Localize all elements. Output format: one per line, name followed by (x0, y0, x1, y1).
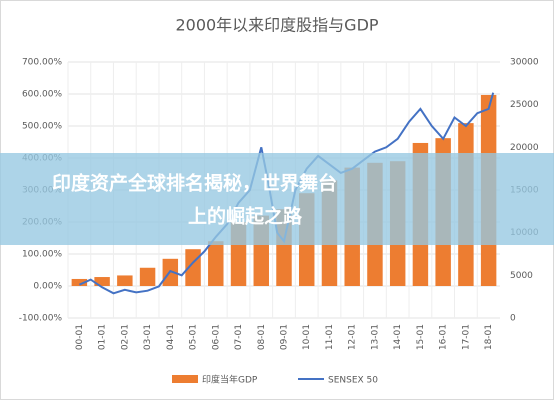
legend-swatch (172, 375, 198, 383)
x-tick-label: 10-01 (302, 324, 312, 350)
x-tick-label: 07-01 (234, 324, 244, 350)
legend-label: SENSEX 50 (328, 376, 378, 386)
y2-tick-label: 25000 (510, 100, 539, 110)
bar (94, 277, 110, 286)
bar (208, 241, 224, 286)
x-tick-label: 05-01 (189, 324, 199, 350)
chart-title: 2000年以来印度股指与GDP (175, 16, 378, 35)
x-tick-label: 00-01 (75, 324, 85, 350)
x-tick-label: 12-01 (348, 324, 358, 350)
x-tick-label: 01-01 (98, 324, 108, 350)
x-tick-label: 09-01 (280, 324, 290, 350)
x-tick-label: 15-01 (416, 324, 426, 350)
x-tick-label: 02-01 (120, 324, 130, 350)
x-tick-label: 08-01 (257, 324, 267, 350)
x-tick-label: 13-01 (370, 324, 380, 350)
y-tick-label: 500.00% (22, 122, 62, 132)
bar (139, 267, 156, 286)
x-tick-label: 16-01 (439, 324, 449, 350)
x-tick-label: 17-01 (461, 324, 471, 350)
bar (117, 275, 133, 286)
y2-tick-label: 5000 (510, 271, 533, 281)
y2-tick-label: 30000 (510, 58, 539, 68)
bar (71, 278, 88, 286)
banner-text: 上的崛起之路 (188, 205, 303, 228)
y-tick-label: 600.00% (22, 90, 62, 100)
x-tick-label: 06-01 (211, 324, 221, 350)
y2-tick-label: 0 (510, 314, 516, 324)
x-tick-label: 18-01 (484, 324, 494, 350)
x-tick-label: 04-01 (166, 324, 176, 350)
x-tick-label: 14-01 (393, 324, 403, 350)
y-tick-label: 100.00% (22, 250, 62, 260)
banner (0, 153, 554, 245)
y2-tick-label: 20000 (510, 143, 539, 153)
banner-text: 印度资产全球排名揭秘，世界舞台 (52, 172, 337, 195)
x-tick-label: 03-01 (143, 324, 153, 350)
x-tick-label: 11-01 (325, 324, 335, 350)
y-tick-label: 700.00% (22, 58, 62, 68)
legend-label: 印度当年GDP (202, 374, 258, 386)
y-tick-label: 0.00% (33, 282, 62, 292)
y-tick-label: -100.00% (19, 314, 63, 324)
